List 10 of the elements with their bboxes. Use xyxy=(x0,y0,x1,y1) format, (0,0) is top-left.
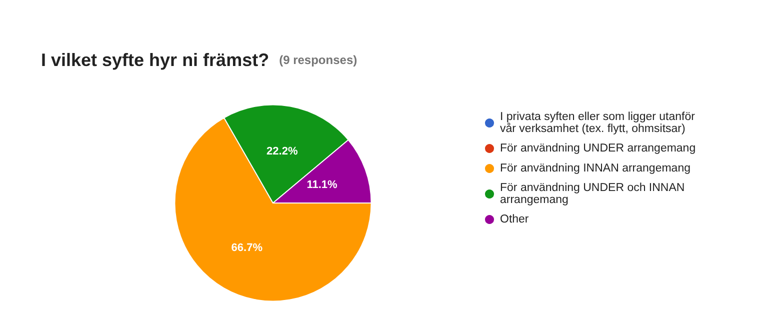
chart-subtitle: (9 responses) xyxy=(279,53,358,67)
data-label: 11.1% xyxy=(306,179,338,192)
legend-label: I privata syften eller som ligger utanför vår verksamhet (tex. flytt, ohmsitsar) xyxy=(500,111,698,135)
legend-label: För användning INNAN arrangemang xyxy=(500,162,690,174)
legend-label: För användning UNDER och INNAN arrangemang xyxy=(500,182,688,206)
data-label: 22.2% xyxy=(266,146,298,158)
data-label: 66.7% xyxy=(231,242,263,254)
chart-title: I vilket syfte hyr ni främst? xyxy=(41,50,270,70)
legend-label: Other xyxy=(500,214,529,226)
legend-label: För användning UNDER arrangemang xyxy=(500,142,696,154)
